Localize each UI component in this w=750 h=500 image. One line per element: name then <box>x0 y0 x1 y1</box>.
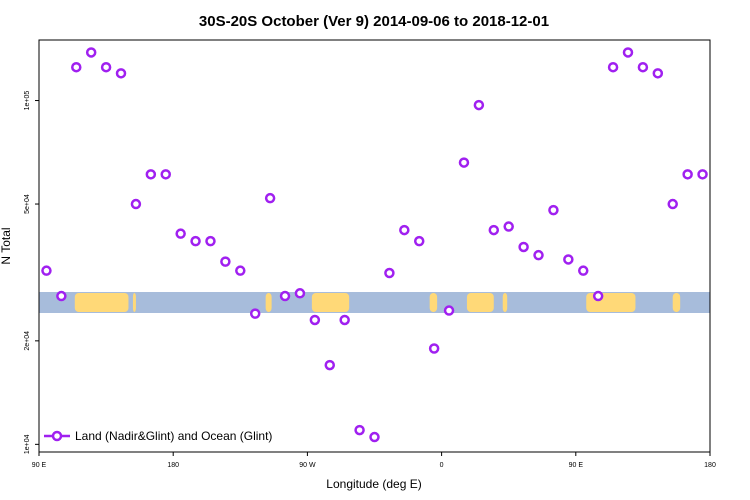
data-point <box>85 47 97 58</box>
data-point <box>190 235 201 247</box>
data-point <box>56 290 67 302</box>
data-point <box>145 169 157 180</box>
data-point <box>264 192 276 204</box>
data-point <box>667 198 678 210</box>
data-point <box>563 254 574 265</box>
data-point <box>220 256 231 267</box>
y-tick-label: 5e+04 <box>24 194 31 214</box>
data-point <box>249 308 261 319</box>
data-point <box>652 68 664 79</box>
y-tick-label: 1e+05 <box>24 91 31 111</box>
data-point <box>130 198 142 210</box>
x-axis: 90 E 180 90 W 0 90 E 180 <box>32 452 716 469</box>
x-tick-label: 180 <box>704 462 716 469</box>
land-segment <box>502 293 508 312</box>
data-point <box>384 267 395 279</box>
data-point <box>518 241 529 253</box>
x-tick-label: 90 W <box>299 462 316 469</box>
data-point <box>488 224 500 236</box>
data-point <box>503 221 514 232</box>
data-point <box>697 169 708 180</box>
data-point <box>205 235 216 247</box>
data-point <box>473 99 485 111</box>
data-point <box>548 204 559 216</box>
land-segment <box>429 293 438 312</box>
land-segment <box>98 293 105 312</box>
data-point <box>607 61 619 73</box>
land-segment <box>265 293 272 312</box>
data-points <box>41 47 708 443</box>
data-point <box>100 61 112 73</box>
data-point <box>428 343 440 354</box>
data-point <box>443 305 455 316</box>
land-segment <box>311 293 350 312</box>
y-tick-label: 1e+04 <box>24 434 31 454</box>
y-tick-label: 2e+04 <box>24 331 31 351</box>
land-segment <box>466 293 494 312</box>
data-point <box>369 431 380 443</box>
data-point <box>309 314 321 326</box>
x-tick-label: 180 <box>167 462 179 469</box>
x-tick-label: 90 E <box>569 462 584 469</box>
data-point <box>592 290 604 302</box>
data-point <box>115 68 127 79</box>
legend: Land (Nadir&Glint) and Ocean (Glint) <box>44 429 272 443</box>
data-point <box>533 249 544 261</box>
data-point <box>160 169 171 180</box>
data-point <box>578 265 589 276</box>
land-segment <box>672 293 681 312</box>
data-point <box>175 228 186 239</box>
data-point <box>324 359 336 371</box>
data-point <box>235 265 246 276</box>
data-point <box>458 157 470 168</box>
data-point <box>622 47 634 58</box>
map-strip <box>39 292 710 313</box>
data-point <box>399 224 410 236</box>
legend-label: Land (Nadir&Glint) and Ocean (Glint) <box>75 429 272 443</box>
data-point <box>279 290 291 302</box>
data-point <box>71 61 82 73</box>
data-point <box>682 169 693 180</box>
y-axis: 1e+04 2e+04 5e+04 1e+05 <box>24 91 39 454</box>
plot-frame <box>38 39 711 453</box>
data-point <box>294 288 306 299</box>
data-point <box>354 424 365 436</box>
data-point <box>413 235 425 247</box>
land-segment <box>132 293 136 312</box>
x-tick-label: 90 E <box>32 462 47 469</box>
chart-title: 30S-20S October (Ver 9) 2014-09-06 to 20… <box>199 13 549 30</box>
data-point <box>339 314 350 326</box>
legend-marker <box>51 430 63 442</box>
y-axis-label: N Total <box>0 227 13 264</box>
x-tick-label: 0 <box>440 462 444 469</box>
x-axis-label: Longitude (deg E) <box>326 477 421 491</box>
data-point <box>41 265 52 276</box>
data-point <box>637 61 649 73</box>
ocean-band <box>39 292 710 313</box>
